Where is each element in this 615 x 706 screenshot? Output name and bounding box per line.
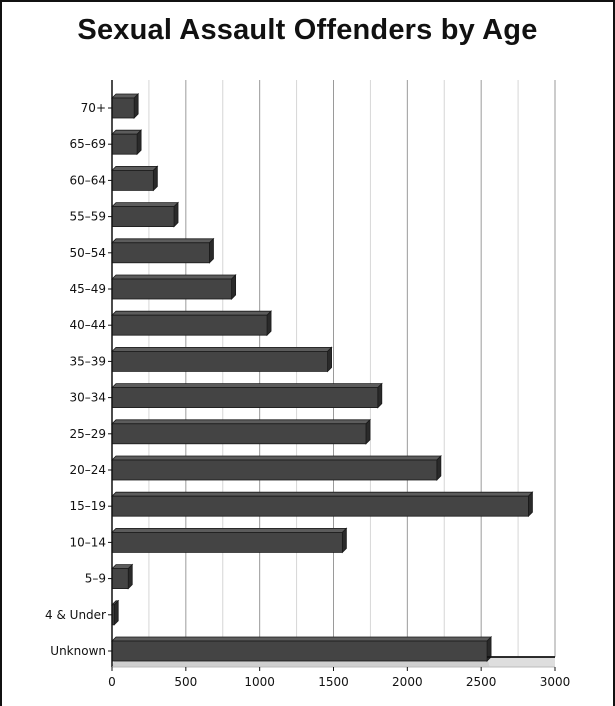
bar-side-face <box>136 129 142 156</box>
bar-front-face <box>111 640 488 662</box>
bar-front-face <box>111 387 379 409</box>
bar-top-face <box>111 310 273 316</box>
bar-top-face <box>111 528 348 533</box>
bar-30–34 <box>111 382 383 409</box>
bar-5–9 <box>111 563 134 590</box>
bar-side-face <box>127 563 133 590</box>
bar-Unknown <box>111 636 493 662</box>
bar-10–14 <box>111 527 348 554</box>
floor-shade-right <box>487 657 555 667</box>
bar-15–19 <box>111 491 534 518</box>
bar-top-face <box>111 491 534 497</box>
y-tick-label: 45–49 <box>69 282 106 296</box>
bar-20–24 <box>111 455 442 481</box>
y-tick-label: 60–64 <box>69 173 106 187</box>
bar-top-face <box>111 455 442 461</box>
bar-side-face <box>231 274 237 300</box>
bar-top-face <box>111 383 383 389</box>
bar-front-face <box>111 459 438 481</box>
bar-side-face <box>133 93 139 119</box>
bar-60–64 <box>111 165 159 192</box>
bar-top-face <box>111 274 237 280</box>
y-tick-label: 50–54 <box>69 246 106 260</box>
bar-front-face <box>111 495 529 517</box>
bar-top-face <box>111 129 143 135</box>
bar-side-face <box>209 237 214 264</box>
bar-front-face <box>111 350 328 372</box>
x-tick-label: 0 <box>108 675 116 689</box>
y-tick-label: 10–14 <box>69 535 106 549</box>
bar-side-face <box>327 346 332 373</box>
bar-4 & Under <box>111 599 120 626</box>
y-tick-label: 25–29 <box>69 427 106 441</box>
bar-35–39 <box>111 346 333 373</box>
bar-front-face <box>111 532 343 553</box>
bar-front-face <box>111 97 135 119</box>
bar-front-face <box>111 278 233 300</box>
bar-front-face <box>111 133 138 155</box>
bars <box>111 93 534 662</box>
bar-side-face <box>436 455 442 481</box>
y-tick-label: 4 & Under <box>45 608 106 622</box>
bar-25–29 <box>111 418 371 445</box>
bar-front-face <box>111 314 268 336</box>
bar-top-face <box>111 419 371 425</box>
y-axis-ticks: 70+ 65–69 60–64 55–59 50–54 45–49 40–44 35–39 30… <box>45 101 112 658</box>
bar-55–59 <box>111 201 179 228</box>
bar-front-face <box>111 242 210 264</box>
bar-top-face <box>111 202 179 208</box>
bar-top-face <box>111 238 215 244</box>
bar-front-face <box>111 423 367 445</box>
bar-65–69 <box>111 129 143 156</box>
bar-side-face <box>173 201 179 228</box>
bar-front-face <box>111 206 175 228</box>
y-tick-label: 65–69 <box>69 137 106 151</box>
bar-side-face <box>365 418 371 445</box>
bar-side-face <box>528 491 533 518</box>
x-tick-label: 2000 <box>392 675 423 689</box>
y-tick-label: 30–34 <box>69 391 106 405</box>
x-tick-label: 2500 <box>466 675 497 689</box>
bar-front-face <box>111 169 154 191</box>
bar-side-face <box>377 382 383 409</box>
y-tick-label: 5–9 <box>85 572 106 586</box>
bar-45–49 <box>111 274 237 300</box>
y-tick-label: 35–39 <box>69 354 106 368</box>
y-tick-label: 15–19 <box>69 499 106 513</box>
bar-top-face <box>111 346 333 352</box>
x-tick-label: 1000 <box>244 675 275 689</box>
y-tick-label: 55–59 <box>69 210 106 224</box>
x-axis-ticks: 0 500 1000 1500 2000 2500 3000 <box>108 667 570 689</box>
x-tick-label: 1500 <box>318 675 349 689</box>
bar-40–44 <box>111 310 273 337</box>
bar-50–54 <box>111 237 215 264</box>
y-tick-label: 40–44 <box>69 318 106 332</box>
bar-top-face <box>111 165 159 171</box>
y-tick-label: Unknown <box>50 644 106 658</box>
bar-side-face <box>152 165 158 192</box>
chart-title: Sexual Assault Offenders by Age <box>77 14 538 46</box>
bar-side-face <box>113 599 119 626</box>
y-tick-label: 20–24 <box>69 463 106 477</box>
x-tick-label: 3000 <box>540 675 571 689</box>
bar-side-face <box>266 310 272 337</box>
y-tick-label: 70+ <box>81 101 106 115</box>
x-tick-label: 500 <box>174 675 197 689</box>
bar-top-face <box>111 636 493 642</box>
bar-70+ <box>111 93 140 119</box>
bar-front-face <box>111 568 129 589</box>
bar-side-face <box>341 527 347 554</box>
